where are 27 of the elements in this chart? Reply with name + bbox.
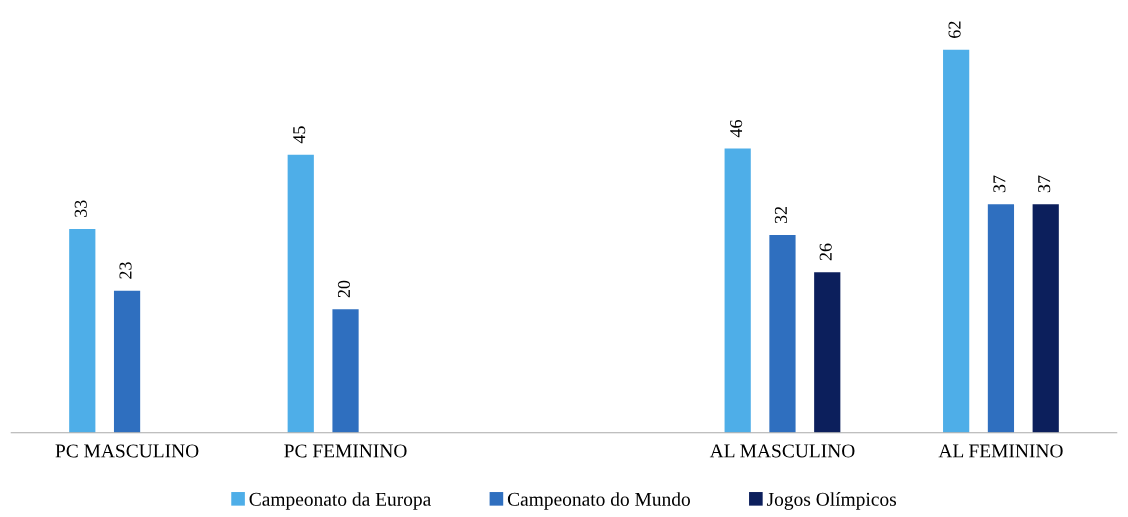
- data-label: 37: [1038, 175, 1051, 193]
- data-label: 45: [293, 126, 306, 144]
- data-label: 46: [730, 119, 743, 138]
- x-tick-label: AL FEMININO: [938, 444, 1063, 458]
- data-label: 62: [948, 21, 961, 38]
- x-tick-label: AL MASCULINO: [709, 444, 855, 458]
- bar: [69, 228, 96, 433]
- data-label: 32: [774, 206, 787, 224]
- data-label: 37: [993, 175, 1006, 193]
- bar: [769, 235, 796, 433]
- bar: [113, 290, 141, 433]
- legend-label: Jogos Olímpicos: [766, 492, 897, 510]
- bar: [724, 148, 751, 433]
- bar: [943, 49, 970, 433]
- data-label: 26: [819, 243, 832, 261]
- bar: [332, 309, 359, 433]
- x-tick-label: PC MASCULINO: [55, 444, 199, 458]
- bar: [987, 204, 1015, 433]
- data-label: 23: [119, 262, 132, 279]
- x-tick-label: PC FEMININO: [284, 444, 407, 458]
- bar: [814, 272, 841, 433]
- bar: [1032, 204, 1059, 433]
- legend-label: Campeonato do Mundo: [507, 492, 690, 510]
- data-label: 33: [74, 200, 87, 217]
- data-label: 20: [337, 280, 351, 298]
- legend-label: Campeonato da Europa: [249, 492, 431, 510]
- bar: [287, 154, 314, 433]
